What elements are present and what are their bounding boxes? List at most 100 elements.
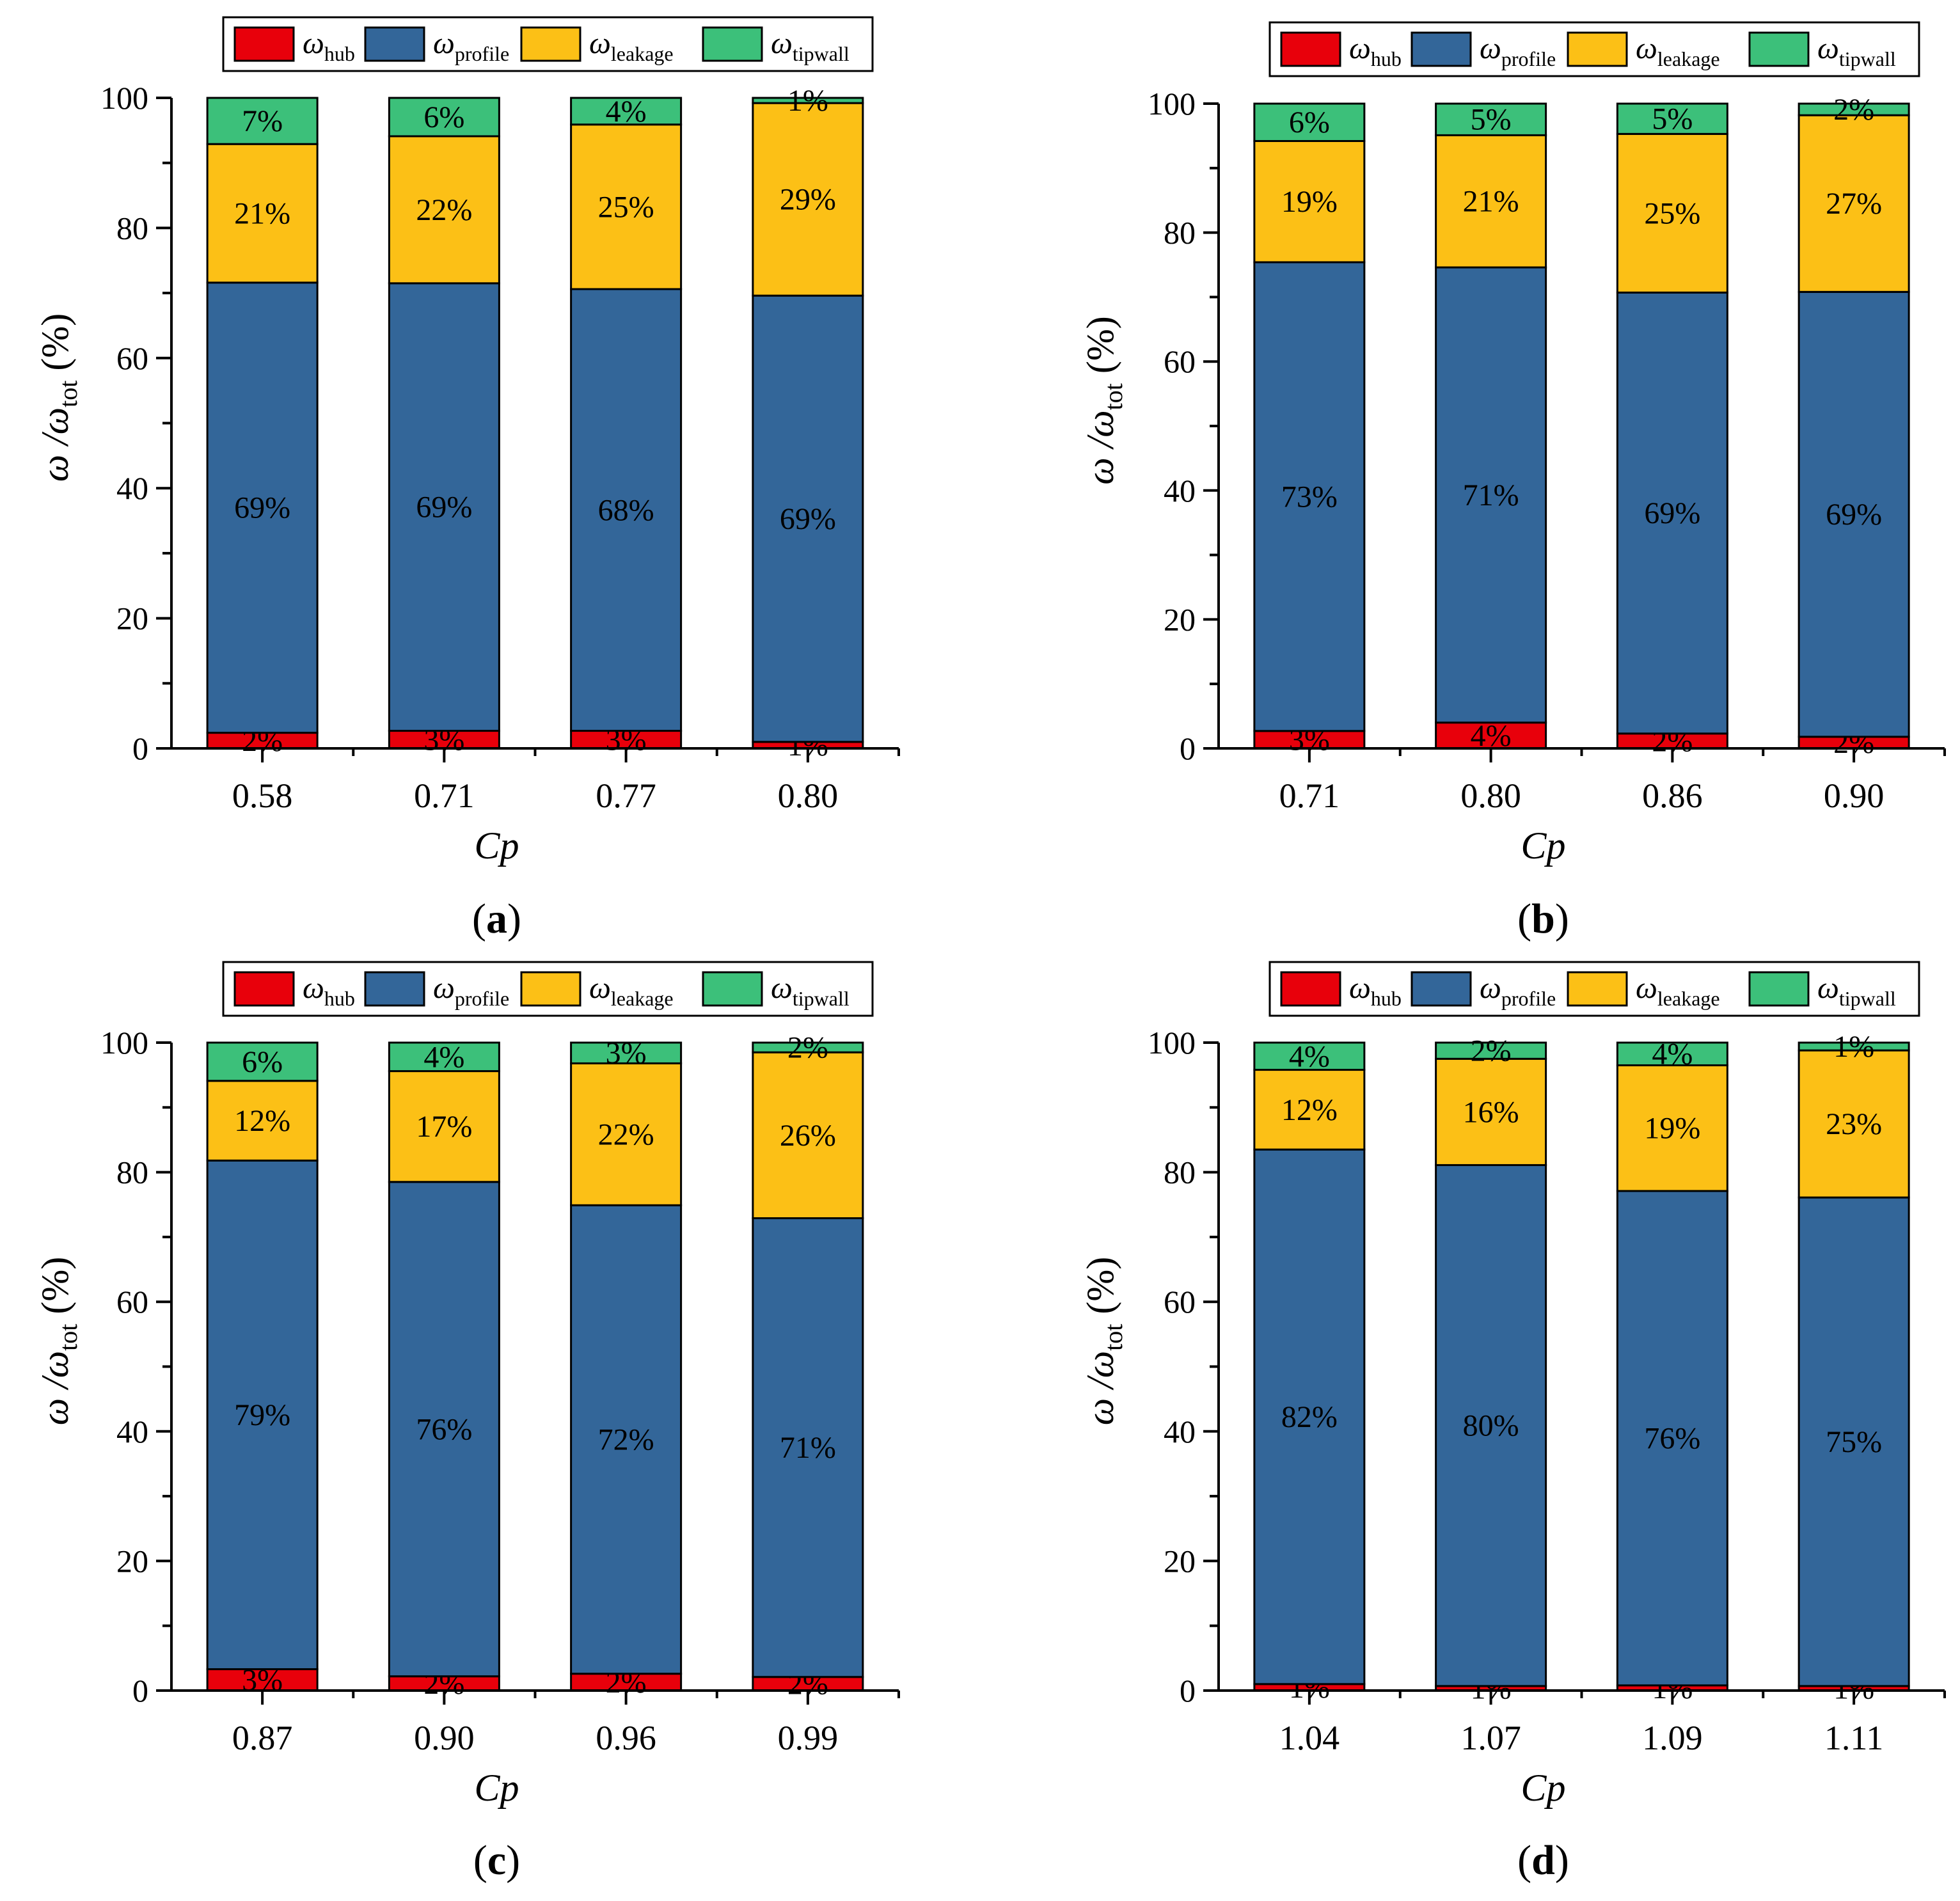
- y-axis-title-sub: tot: [1099, 1324, 1128, 1351]
- legend-swatch-profile: [364, 26, 425, 62]
- y-axis-title-unit: (%): [34, 313, 76, 381]
- bar-tipwall-a-3: [752, 97, 864, 104]
- data-label-leakage: 25%: [1644, 196, 1700, 230]
- y-axis-title-unit: (%): [1079, 1257, 1121, 1324]
- legend-subscript: leakage: [1657, 47, 1720, 70]
- y-axis-title: ω /ωtot (%): [34, 1257, 83, 1426]
- bar-leakage-c-3: [752, 1051, 864, 1220]
- y-tick-label: 0: [132, 1673, 148, 1708]
- x-tick-label: 1.11: [1824, 1719, 1884, 1757]
- legend-swatch-tipwall: [1748, 971, 1810, 1007]
- bar-leakage-a-1: [388, 135, 500, 285]
- bar-profile-b-0: [1253, 261, 1366, 732]
- panel-label: (b): [1517, 895, 1569, 942]
- x-tick-label: 0.99: [778, 1719, 839, 1757]
- legend: ωhub ωprofile ωleakage ωtipwall: [222, 16, 874, 72]
- legend-swatch-tipwall: [702, 26, 763, 62]
- legend-subscript: tipwall: [1839, 47, 1896, 70]
- legend-swatch-leakage: [520, 971, 581, 1007]
- x-tick-label: 0.77: [596, 777, 656, 815]
- legend-subscript: hub: [324, 42, 355, 65]
- data-label-leakage: 17%: [416, 1110, 472, 1144]
- data-label-leakage: 19%: [1281, 185, 1338, 219]
- chart-panel-c: 3%79%12%6%2%76%17%4%2%72%22%3%2%71%26%2%…: [34, 961, 900, 1884]
- data-label-leakage: 22%: [598, 1117, 654, 1151]
- panel-label-open: (: [1517, 895, 1531, 942]
- bar-leakage-a-3: [752, 102, 864, 297]
- legend-subscript: profile: [1501, 47, 1556, 70]
- y-tick-label: 100: [100, 80, 148, 116]
- data-label-profile: 71%: [1463, 478, 1519, 512]
- panel-label-open: (: [473, 1837, 487, 1884]
- x-tick-label: 1.09: [1642, 1719, 1703, 1757]
- panel-label-letter: b: [1531, 895, 1555, 942]
- data-label-profile: 73%: [1281, 480, 1338, 514]
- data-label-leakage: 27%: [1826, 187, 1882, 221]
- data-label-leakage: 29%: [780, 183, 836, 217]
- legend-symbol: ω: [771, 26, 793, 60]
- bar-leakage-c-0: [206, 1080, 319, 1162]
- legend-swatch-profile: [1411, 31, 1472, 67]
- legend-swatch-profile: [364, 971, 425, 1007]
- panel-label: (c): [473, 1837, 520, 1884]
- legend-label-hub: ωhub: [1349, 971, 1402, 1010]
- legend-swatch-hub: [233, 971, 295, 1007]
- panel-label-letter: d: [1531, 1837, 1555, 1884]
- y-tick-label: 0: [1180, 1673, 1196, 1708]
- data-label-leakage: 12%: [234, 1104, 290, 1138]
- legend-symbol: ω: [433, 26, 455, 60]
- bar-profile-c-3: [752, 1217, 864, 1678]
- legend-symbol: ω: [1636, 31, 1657, 65]
- x-axis-title: Cp: [474, 1767, 519, 1809]
- bar-leakage-b-1: [1435, 134, 1547, 269]
- x-tick-label: 1.07: [1460, 1719, 1521, 1757]
- data-label-profile: 72%: [598, 1423, 654, 1456]
- bar-leakage-d-0: [1253, 1069, 1366, 1151]
- bar-profile-a-1: [388, 282, 500, 732]
- legend-symbol: ω: [1480, 971, 1501, 1005]
- y-tick-label: 60: [1164, 1284, 1196, 1320]
- y-axis-title: ω /ωtot (%): [34, 313, 83, 482]
- x-tick-label: 0.90: [1824, 777, 1885, 815]
- bar-tipwall-d-0: [1253, 1041, 1366, 1071]
- legend-symbol: ω: [303, 971, 324, 1005]
- bar-profile-d-3: [1798, 1196, 1910, 1687]
- legend-symbol: ω: [1817, 31, 1839, 65]
- legend-swatch-hub: [1280, 971, 1341, 1007]
- legend-label-tipwall: ωtipwall: [771, 971, 850, 1010]
- bar-tipwall-c-1: [388, 1041, 500, 1073]
- data-label-profile: 69%: [1826, 498, 1882, 532]
- x-tick-label: 0.87: [232, 1719, 293, 1757]
- bar-tipwall-d-1: [1435, 1041, 1547, 1060]
- bar-tipwall-d-3: [1798, 1041, 1910, 1052]
- panel-label: (a): [472, 895, 521, 942]
- bar-tipwall-b-3: [1798, 102, 1910, 116]
- y-tick-label: 40: [116, 470, 148, 506]
- y-tick-label: 80: [1164, 215, 1196, 251]
- x-tick-label: 0.90: [414, 1719, 475, 1757]
- bar-profile-a-3: [752, 294, 864, 743]
- legend-swatch-leakage: [520, 26, 581, 62]
- legend-symbol: ω: [303, 26, 324, 60]
- x-axis-title: Cp: [474, 824, 519, 867]
- data-label-leakage: 12%: [1281, 1093, 1338, 1127]
- bar-leakage-d-2: [1616, 1064, 1728, 1192]
- y-tick-label: 100: [1148, 1025, 1196, 1061]
- data-label-tipwall: 5%: [1471, 103, 1512, 137]
- data-label-tipwall: 6%: [1289, 106, 1330, 139]
- legend-subscript: hub: [324, 987, 355, 1010]
- legend: ωhub ωprofile ωleakage ωtipwall: [222, 961, 874, 1017]
- x-tick-label: 0.80: [778, 777, 839, 815]
- data-label-profile: 69%: [234, 491, 290, 525]
- data-label-leakage: 22%: [416, 193, 472, 227]
- legend-swatch-tipwall: [702, 971, 763, 1007]
- panel-label-close: ): [1555, 895, 1569, 942]
- y-tick-label: 80: [1164, 1155, 1196, 1190]
- data-label-tipwall: 7%: [242, 104, 283, 138]
- bar-profile-b-3: [1798, 290, 1910, 738]
- legend-symbol: ω: [771, 971, 793, 1005]
- y-tick-label: 40: [116, 1414, 148, 1449]
- bar-tipwall-c-0: [206, 1041, 319, 1082]
- data-label-profile: 71%: [780, 1431, 836, 1465]
- y-tick-label: 80: [116, 1155, 148, 1190]
